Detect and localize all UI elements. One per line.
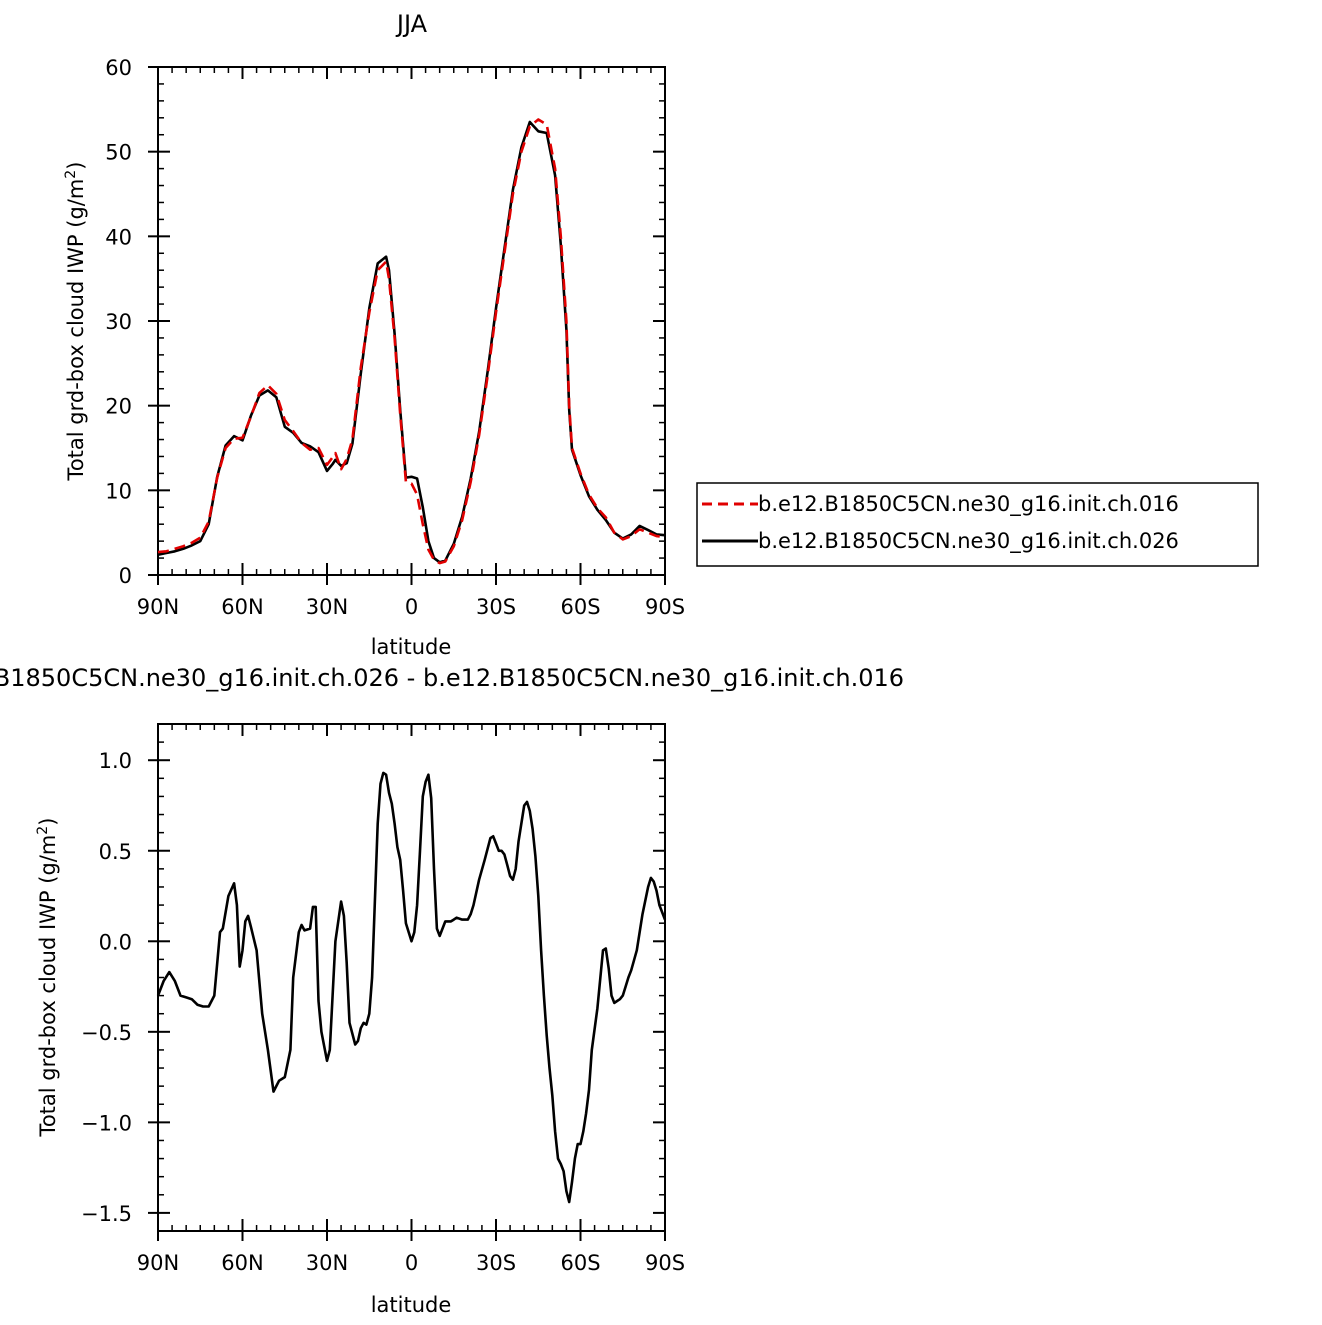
plot-frame <box>157 723 666 1232</box>
x-tick-label: 90N <box>137 595 179 619</box>
y-tick-label: 0.0 <box>99 930 132 954</box>
x-tick-label: 30N <box>306 1251 348 1275</box>
y-tick-label: −1.0 <box>81 1111 132 1135</box>
x-tick-label: 60S <box>560 1251 600 1275</box>
x-tick-label: 90S <box>645 595 685 619</box>
y-tick-label: 10 <box>105 479 132 503</box>
x-tick-label: 60N <box>221 1251 263 1275</box>
x-tick-label: 90N <box>137 1251 179 1275</box>
x-tick-label: 60N <box>221 595 263 619</box>
x-tick-label: 60S <box>560 595 600 619</box>
plot-frame <box>157 66 666 576</box>
y-tick-label: −0.5 <box>81 1021 132 1045</box>
bottom-chart: b.e12.B1850C5CN.ne30_g16.init.ch.026 - b… <box>0 664 904 1317</box>
x-tick-label: 90S <box>645 1251 685 1275</box>
y-tick-label: 40 <box>105 225 132 249</box>
legend-label-016: b.e12.B1850C5CN.ne30_g16.init.ch.016 <box>758 492 1179 517</box>
y-tick-label: −1.5 <box>81 1202 132 1226</box>
y-tick-label: 0.5 <box>99 840 132 864</box>
series-line-0 <box>157 118 666 565</box>
y-axis-label: Total grd-box cloud IWP (g/m2) <box>63 162 88 482</box>
top-chart: JJA 90N 60N 30N 0 30S 60S 90S 0 10 20 30 40 50 60 lat… <box>63 10 685 659</box>
y-axis-label: Total grd-box cloud IWP (g/m2) <box>35 818 60 1138</box>
x-axis-label: latitude <box>371 1293 452 1317</box>
chart-title: b.e12.B1850C5CN.ne30_g16.init.ch.026 - b… <box>0 664 904 692</box>
y-tick-label: 60 <box>105 56 132 80</box>
y-tick-label: 0 <box>119 564 132 588</box>
x-axis-label: latitude <box>371 635 452 659</box>
legend: b.e12.B1850C5CN.ne30_g16.init.ch.016 b.e… <box>696 482 1259 567</box>
x-tick-label: 0 <box>405 595 418 619</box>
y-tick-label: 50 <box>105 141 132 165</box>
y-tick-label: 30 <box>105 310 132 334</box>
series-line-1 <box>157 120 666 564</box>
x-tick-label: 30S <box>476 1251 516 1275</box>
x-tick-label: 30S <box>476 595 516 619</box>
legend-box <box>696 482 1259 567</box>
y-tick-label: 1.0 <box>99 749 132 773</box>
chart-title: JJA <box>395 10 428 38</box>
x-tick-label: 0 <box>405 1251 418 1275</box>
x-tick-label: 30N <box>306 595 348 619</box>
series-line-0 <box>156 771 667 1204</box>
legend-label-026: b.e12.B1850C5CN.ne30_g16.init.ch.026 <box>758 529 1179 554</box>
y-tick-label: 20 <box>105 395 132 419</box>
